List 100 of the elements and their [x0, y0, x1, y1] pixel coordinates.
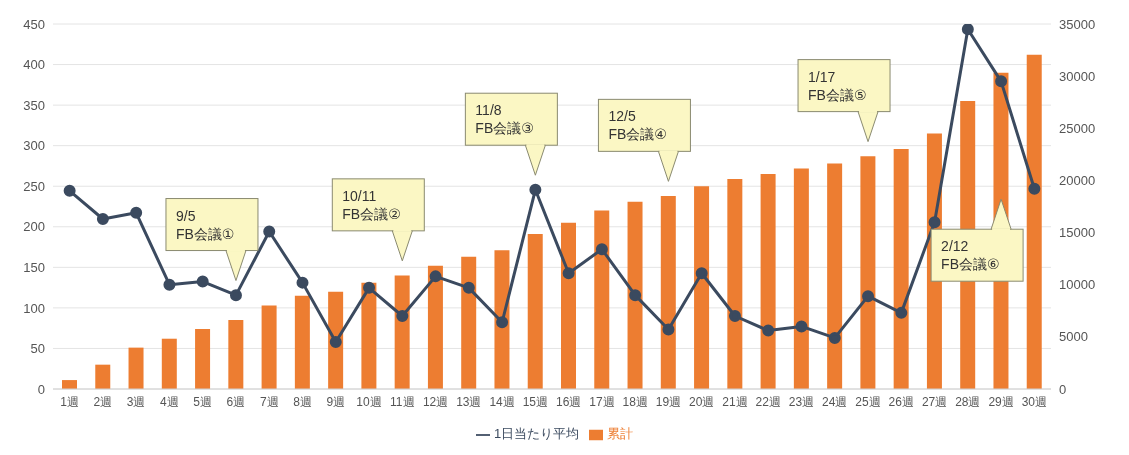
- y-tick-label: 0: [37, 381, 45, 397]
- x-tick-label: 12週: [422, 394, 449, 409]
- y-tick-label: 150: [23, 259, 45, 275]
- point: [163, 278, 176, 291]
- point: [229, 289, 242, 302]
- point: [795, 320, 808, 333]
- annotation: 12/5 FB会議④: [608, 108, 667, 143]
- y-tick-label: 50: [30, 341, 45, 357]
- x-tick-label: 5週: [193, 394, 213, 409]
- y-tick-label: 350: [23, 97, 45, 113]
- x-tick-label: 7週: [259, 394, 279, 409]
- bar: [494, 250, 510, 389]
- bar: [195, 328, 211, 389]
- bar: [427, 265, 443, 389]
- bar: [760, 174, 776, 389]
- bar: [294, 295, 310, 389]
- bar: [1026, 54, 1042, 389]
- x-tick-label: 3週: [126, 394, 146, 409]
- x-tick-label: 4週: [160, 394, 179, 409]
- bar: [128, 347, 144, 389]
- y2-tick-label: 0: [1059, 381, 1067, 397]
- point: [862, 290, 875, 303]
- x-tick-label: 16週: [555, 394, 582, 409]
- y2-tick-label: 35000: [1059, 16, 1096, 32]
- point: [728, 310, 741, 322]
- x-tick-label: 1週: [60, 394, 79, 409]
- y-tick-label: 250: [23, 178, 45, 194]
- bar: [561, 222, 576, 389]
- annotation: 10/11 FB会議②: [342, 187, 401, 222]
- legend-label: 1日当たり平均: [493, 426, 580, 441]
- bar: [793, 168, 809, 389]
- x-tick-label: 21週: [722, 394, 748, 409]
- point: [496, 316, 509, 329]
- bar: [394, 275, 410, 389]
- annotation: 2/12 FB会議⑥: [941, 238, 1000, 273]
- point: [329, 336, 342, 349]
- legend-label: 累計: [607, 426, 634, 441]
- bar: [261, 305, 277, 389]
- bar: [860, 156, 876, 389]
- annotation: 11/8 FB会議③: [475, 102, 534, 137]
- point: [895, 306, 908, 319]
- point: [529, 183, 542, 196]
- point: [995, 75, 1008, 88]
- y2-tick-label: 15000: [1059, 225, 1096, 241]
- annotation: 9/5 FB会議①: [175, 207, 235, 242]
- bar: [627, 201, 643, 389]
- y-tick-label: 300: [23, 138, 45, 154]
- point: [595, 243, 608, 256]
- x-tick-label: 8週: [293, 394, 312, 409]
- point: [63, 184, 76, 197]
- bar: [62, 380, 77, 389]
- bar: [228, 320, 244, 389]
- x-tick-label: 15週: [522, 394, 549, 409]
- x-tick-label: 9週: [326, 394, 346, 409]
- x-tick-label: 26週: [888, 394, 914, 409]
- y2-tick-label: 30000: [1059, 68, 1096, 84]
- y-tick-label: 400: [23, 57, 45, 73]
- bar: [161, 338, 177, 389]
- y2-tick-label: 25000: [1059, 120, 1096, 136]
- x-tick-label: 13週: [456, 394, 482, 409]
- bar: [527, 234, 543, 389]
- x-tick-label: 2週: [93, 394, 113, 409]
- bar: [727, 178, 743, 389]
- point: [662, 323, 675, 336]
- point: [1028, 182, 1041, 195]
- point: [462, 281, 475, 294]
- bar: [361, 282, 377, 389]
- point: [196, 275, 209, 288]
- x-tick-label: 23週: [788, 394, 815, 409]
- point: [363, 281, 376, 294]
- point: [928, 216, 941, 229]
- y2-tick-label: 5000: [1059, 329, 1088, 345]
- x-tick-label: 24週: [822, 394, 848, 409]
- x-tick-label: 14週: [489, 394, 515, 409]
- point: [130, 206, 143, 219]
- bar: [893, 148, 909, 389]
- x-tick-label: 25週: [855, 394, 881, 409]
- x-tick-label: 29週: [988, 394, 1014, 409]
- y2-tick-label: 10000: [1059, 277, 1096, 293]
- y2-tick-label: 20000: [1059, 173, 1096, 189]
- bar: [694, 186, 710, 389]
- bar: [461, 256, 477, 389]
- point: [296, 276, 309, 289]
- bar: [660, 195, 676, 389]
- bar: [594, 210, 610, 389]
- annotation: 1/17 FB会議⑤: [808, 68, 867, 103]
- point: [828, 331, 841, 344]
- point: [695, 267, 708, 280]
- y-tick-label: 450: [23, 16, 45, 32]
- x-tick-label: 28週: [955, 394, 981, 409]
- bar: [95, 364, 111, 389]
- x-tick-label: 10週: [356, 394, 382, 409]
- x-tick-label: 30週: [1021, 394, 1048, 409]
- x-tick-label: 22週: [755, 394, 781, 409]
- x-tick-label: 27週: [921, 394, 948, 409]
- point: [762, 324, 775, 337]
- point: [96, 213, 109, 226]
- bar: [827, 163, 843, 389]
- y-tick-label: 100: [23, 300, 45, 316]
- point: [629, 289, 642, 302]
